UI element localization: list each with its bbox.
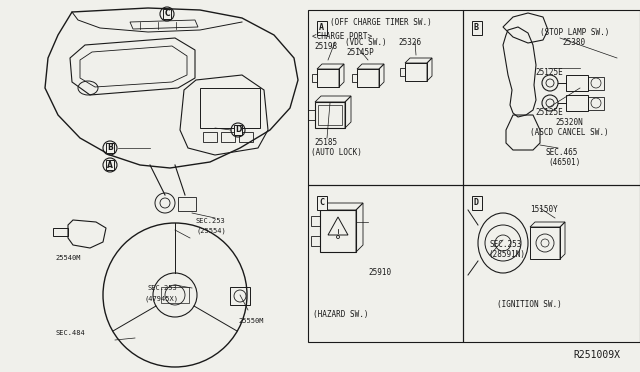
Text: 25380: 25380 bbox=[562, 38, 585, 47]
Text: B: B bbox=[474, 23, 479, 32]
Text: 25185: 25185 bbox=[314, 138, 337, 147]
Bar bbox=[588, 97, 604, 110]
Text: (OFF CHARGE TIMER SW.): (OFF CHARGE TIMER SW.) bbox=[330, 18, 432, 27]
Text: (46501): (46501) bbox=[548, 158, 580, 167]
Text: 25145P: 25145P bbox=[346, 48, 374, 57]
Text: A: A bbox=[107, 160, 113, 170]
Bar bbox=[178, 197, 196, 211]
Text: (STOP LAMP SW.): (STOP LAMP SW.) bbox=[540, 28, 609, 37]
Text: SEC.484: SEC.484 bbox=[55, 330, 84, 336]
Text: 25910: 25910 bbox=[368, 268, 391, 277]
Text: D: D bbox=[235, 125, 241, 135]
Bar bbox=[308, 185, 463, 342]
Text: 15150Y: 15150Y bbox=[530, 205, 557, 214]
Bar bbox=[315, 102, 345, 128]
Text: C: C bbox=[164, 10, 170, 19]
Text: SEC.253: SEC.253 bbox=[148, 285, 178, 291]
Text: (AUTO LOCK): (AUTO LOCK) bbox=[311, 148, 362, 157]
Text: 25540M: 25540M bbox=[55, 255, 81, 261]
Bar bbox=[588, 77, 604, 90]
Text: R251009X: R251009X bbox=[573, 350, 620, 360]
Text: SEC.465: SEC.465 bbox=[545, 148, 577, 157]
Bar bbox=[566, 75, 588, 91]
Text: 25550M: 25550M bbox=[238, 318, 264, 324]
Text: 25125E: 25125E bbox=[535, 108, 563, 117]
Bar bbox=[308, 110, 315, 120]
Bar bbox=[161, 287, 189, 303]
Text: (IGNITION SW.): (IGNITION SW.) bbox=[497, 300, 562, 309]
Bar bbox=[317, 69, 339, 87]
Text: (ASCD CANCEL SW.): (ASCD CANCEL SW.) bbox=[530, 128, 609, 137]
Bar bbox=[566, 95, 588, 111]
Bar bbox=[530, 227, 560, 259]
Bar bbox=[203, 132, 217, 142]
Text: 25198: 25198 bbox=[314, 42, 337, 51]
Bar bbox=[318, 105, 342, 125]
Text: (HAZARD SW.): (HAZARD SW.) bbox=[313, 310, 369, 319]
Bar bbox=[357, 69, 379, 87]
Bar bbox=[463, 10, 640, 185]
Bar bbox=[320, 210, 356, 252]
Text: <CHARGE PORT>: <CHARGE PORT> bbox=[312, 32, 372, 41]
Bar bbox=[311, 216, 320, 226]
Bar bbox=[463, 185, 640, 342]
Bar bbox=[53, 228, 68, 236]
Text: 25320N: 25320N bbox=[555, 118, 583, 127]
Text: 25326: 25326 bbox=[398, 38, 421, 47]
Bar bbox=[312, 74, 317, 82]
Text: (25554): (25554) bbox=[197, 228, 227, 234]
Bar bbox=[352, 74, 357, 82]
Text: B: B bbox=[107, 144, 113, 153]
Text: 25125E: 25125E bbox=[535, 68, 563, 77]
Bar bbox=[405, 63, 427, 81]
Bar bbox=[221, 132, 235, 142]
Text: (47945X): (47945X) bbox=[144, 295, 178, 301]
Bar bbox=[311, 236, 320, 246]
Text: (28591N): (28591N) bbox=[488, 250, 525, 259]
Text: (VDC SW.): (VDC SW.) bbox=[345, 38, 387, 47]
Bar bbox=[400, 68, 405, 76]
Text: SEC.253: SEC.253 bbox=[490, 240, 522, 249]
Bar bbox=[200, 88, 260, 128]
Bar bbox=[239, 132, 253, 142]
Text: SEC.253: SEC.253 bbox=[195, 218, 225, 224]
Bar bbox=[308, 10, 463, 185]
Text: D: D bbox=[474, 198, 479, 207]
Bar bbox=[230, 287, 250, 305]
Text: A: A bbox=[319, 23, 324, 32]
Text: C: C bbox=[319, 198, 324, 207]
